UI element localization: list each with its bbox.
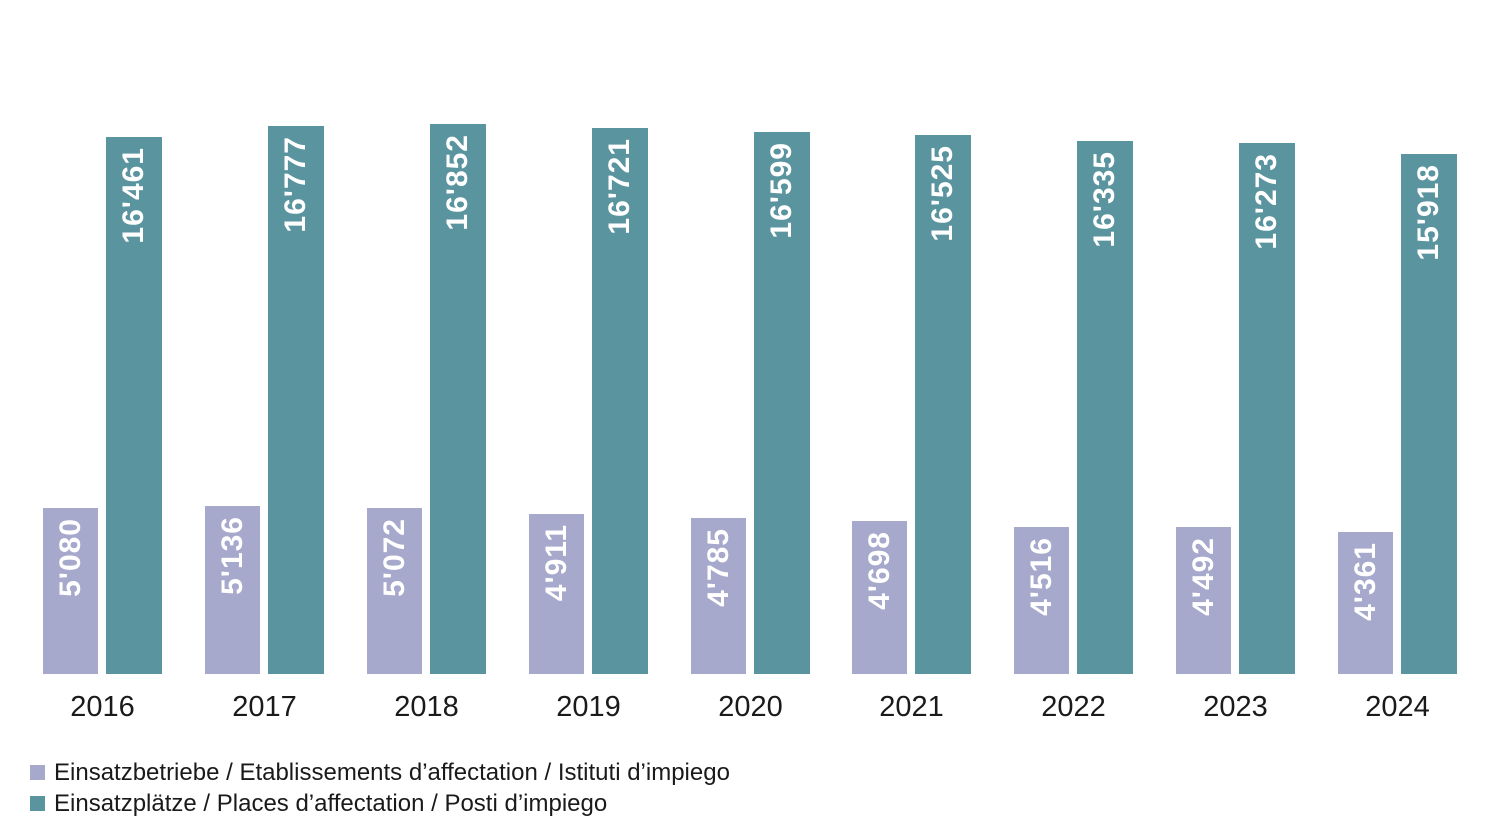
bar-value-label: 4'492 xyxy=(1186,537,1220,616)
bar-value-label: 4'516 xyxy=(1024,537,1058,616)
bar-series0-2024: 4'361 xyxy=(1338,532,1393,674)
bar-series1-2020: 16'599 xyxy=(754,132,810,674)
bar-value-label: 4'361 xyxy=(1348,542,1382,621)
bar-series1-2019: 16'721 xyxy=(592,128,648,674)
x-axis-label-2021: 2021 xyxy=(879,691,944,723)
bar-value-label: 16'777 xyxy=(279,136,312,233)
bar-series0-2020: 4'785 xyxy=(691,518,746,674)
bar-series0-2023: 4'492 xyxy=(1176,527,1231,674)
x-axis-label-2022: 2022 xyxy=(1041,691,1106,723)
bar-series0-2019: 4'911 xyxy=(529,514,584,674)
bar-value-label: 16'461 xyxy=(117,147,150,244)
x-axis-label-2016: 2016 xyxy=(70,691,135,723)
bar-value-label: 4'785 xyxy=(701,528,735,607)
bar-value-label: 5'080 xyxy=(53,518,87,597)
legend: Einsatzbetriebe / Etablissements d’affec… xyxy=(30,757,730,819)
x-axis-label-2023: 2023 xyxy=(1203,691,1268,723)
legend-swatch-einsatzbetriebe xyxy=(30,765,45,780)
bar-value-label: 16'599 xyxy=(765,142,798,239)
bar-value-label: 4'911 xyxy=(539,524,573,602)
bar-value-label: 16'852 xyxy=(441,134,474,231)
legend-swatch-einsatzplaetze xyxy=(30,796,45,811)
bar-series1-2016: 16'461 xyxy=(106,137,162,674)
x-axis-label-2024: 2024 xyxy=(1365,691,1430,723)
legend-label-einsatzbetriebe: Einsatzbetriebe / Etablissements d’affec… xyxy=(54,758,730,786)
x-axis-label-2020: 2020 xyxy=(718,691,783,723)
bar-value-label: 4'698 xyxy=(862,531,896,610)
bar-value-label: 5'072 xyxy=(377,518,411,597)
x-axis-label-2018: 2018 xyxy=(394,691,459,723)
bar-series1-2022: 16'335 xyxy=(1077,141,1133,674)
x-axis-label-2019: 2019 xyxy=(556,691,621,723)
bar-value-label: 16'721 xyxy=(603,138,636,235)
bar-series1-2018: 16'852 xyxy=(430,124,486,674)
bar-series0-2016: 5'080 xyxy=(43,508,98,674)
bar-series1-2021: 16'525 xyxy=(915,135,971,674)
bar-value-label: 15'918 xyxy=(1412,164,1445,261)
bar-value-label: 16'335 xyxy=(1088,151,1121,248)
bar-series1-2023: 16'273 xyxy=(1239,143,1295,674)
bar-series0-2022: 4'516 xyxy=(1014,527,1069,674)
legend-label-einsatzplaetze: Einsatzplätze / Places d’affectation / P… xyxy=(54,789,608,817)
x-axis-label-2017: 2017 xyxy=(232,691,297,723)
bar-series0-2021: 4'698 xyxy=(852,521,907,674)
legend-item-einsatzplaetze: Einsatzplätze / Places d’affectation / P… xyxy=(30,788,730,819)
bar-series0-2018: 5'072 xyxy=(367,508,422,674)
bar-value-label: 16'525 xyxy=(926,145,959,242)
bar-series0-2017: 5'136 xyxy=(205,506,260,674)
legend-item-einsatzbetriebe: Einsatzbetriebe / Etablissements d’affec… xyxy=(30,757,730,788)
bar-value-label: 5'136 xyxy=(215,516,249,595)
bar-series1-2017: 16'777 xyxy=(268,126,324,674)
bar-series1-2024: 15'918 xyxy=(1401,154,1457,674)
bar-value-label: 16'273 xyxy=(1250,153,1283,250)
